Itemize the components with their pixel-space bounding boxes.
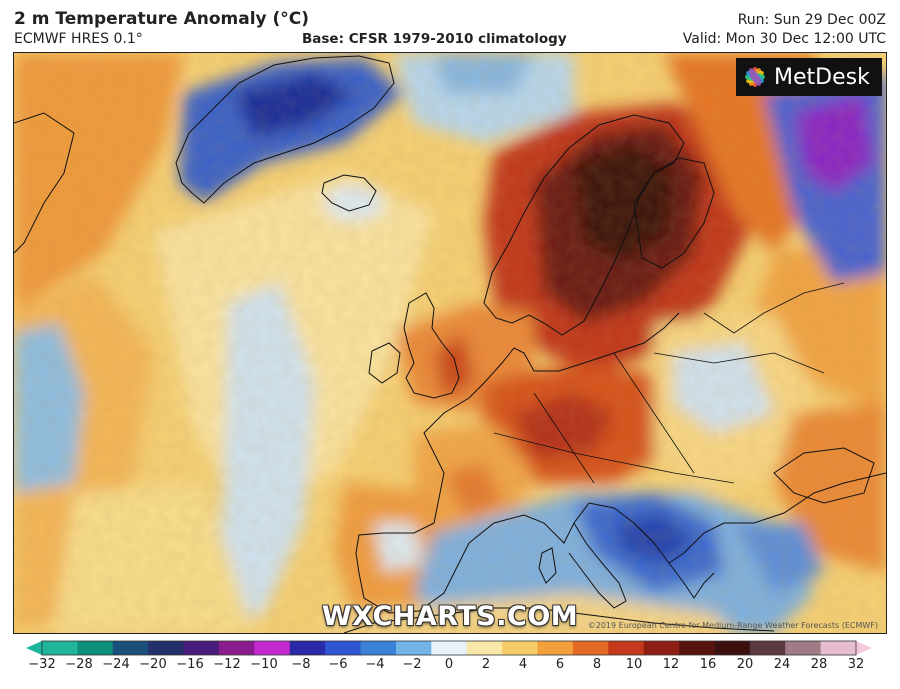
colorbar-cell bbox=[42, 641, 78, 655]
metdesk-logo: MetDesk bbox=[736, 58, 882, 96]
logo-text: MetDesk bbox=[774, 64, 870, 90]
colorbar-cell bbox=[289, 641, 326, 655]
colorbar-tick-label: 2 bbox=[481, 657, 491, 672]
colorbar-extend-left bbox=[26, 641, 42, 655]
colorbar bbox=[26, 640, 872, 656]
colorbar-tick-label: 0 bbox=[444, 657, 454, 672]
colorbar-cell bbox=[679, 641, 715, 655]
colorbar-tick-label: −20 bbox=[139, 657, 167, 672]
colorbar-tick-label: −28 bbox=[65, 657, 93, 672]
colorbar-cell bbox=[466, 641, 503, 655]
colorbar-cell bbox=[77, 641, 114, 655]
map-canvas bbox=[14, 53, 886, 633]
colorbar-extend-right bbox=[856, 641, 872, 655]
colorbar-tick-label: −32 bbox=[28, 657, 56, 672]
colorbar-cell bbox=[148, 641, 185, 655]
colorbar-cell bbox=[218, 641, 255, 655]
colorbar-cell bbox=[502, 641, 538, 655]
colorbar-tick-label: −2 bbox=[402, 657, 422, 672]
model-label: ECMWF HRES 0.1° bbox=[14, 31, 143, 47]
colorbar-cell bbox=[820, 641, 857, 655]
colorbar-tick-label: 12 bbox=[662, 657, 680, 672]
watermark-text: WXCHARTS.COM bbox=[321, 601, 579, 632]
colorbar-tick-label: 24 bbox=[773, 657, 791, 672]
colorbar-tick-label: 4 bbox=[518, 657, 528, 672]
colorbar-tick-label: 6 bbox=[555, 657, 565, 672]
colorbar-tick-label: −6 bbox=[328, 657, 348, 672]
colorbar-cell bbox=[749, 641, 786, 655]
colorbar-tick-label: −12 bbox=[213, 657, 241, 672]
colorbar-tick-label: −16 bbox=[176, 657, 204, 672]
colorbar-cell bbox=[360, 641, 397, 655]
colorbar-cell bbox=[325, 641, 362, 655]
colorbar-tick-label: 16 bbox=[699, 657, 717, 672]
colorbar-cell bbox=[431, 641, 468, 655]
colorbar-tick-label: −24 bbox=[102, 657, 130, 672]
temperature-anomaly-map: MetDesk WXCHARTS.COM ©2019 European Cent… bbox=[13, 52, 887, 634]
colorbar-cell bbox=[643, 641, 680, 655]
colorbar-cell bbox=[254, 641, 291, 655]
chart-title: 2 m Temperature Anomaly (°C) bbox=[14, 9, 310, 29]
colorbar-cell bbox=[395, 641, 432, 655]
colorbar-cell bbox=[785, 641, 822, 655]
colorbar-tick-label: −10 bbox=[250, 657, 278, 672]
colorbar-cell bbox=[112, 641, 149, 655]
colorbar-tick-label: 10 bbox=[625, 657, 643, 672]
colorbar-cells bbox=[42, 641, 857, 655]
colorbar-cell bbox=[608, 641, 645, 655]
metdesk-flower-icon bbox=[745, 67, 765, 87]
colorbar-cell bbox=[183, 641, 220, 655]
colorbar-tick-label: 32 bbox=[847, 657, 865, 672]
colorbar-tick-label: 8 bbox=[592, 657, 602, 672]
colorbar-cell bbox=[537, 641, 574, 655]
colorbar-tick-label: 28 bbox=[810, 657, 828, 672]
copyright-text: ©2019 European Centre for Medium-Range W… bbox=[587, 621, 878, 630]
colorbar-tick-label: −4 bbox=[365, 657, 385, 672]
colorbar-cell bbox=[714, 641, 751, 655]
valid-time-label: Valid: Mon 30 Dec 12:00 UTC bbox=[682, 31, 886, 47]
colorbar-cell bbox=[572, 641, 609, 655]
colorbar-tick-label: −8 bbox=[291, 657, 311, 672]
run-time-label: Run: Sun 29 Dec 00Z bbox=[737, 12, 886, 28]
colorbar-tick-label: 20 bbox=[736, 657, 754, 672]
base-climatology-label: Base: CFSR 1979-2010 climatology bbox=[302, 31, 567, 47]
